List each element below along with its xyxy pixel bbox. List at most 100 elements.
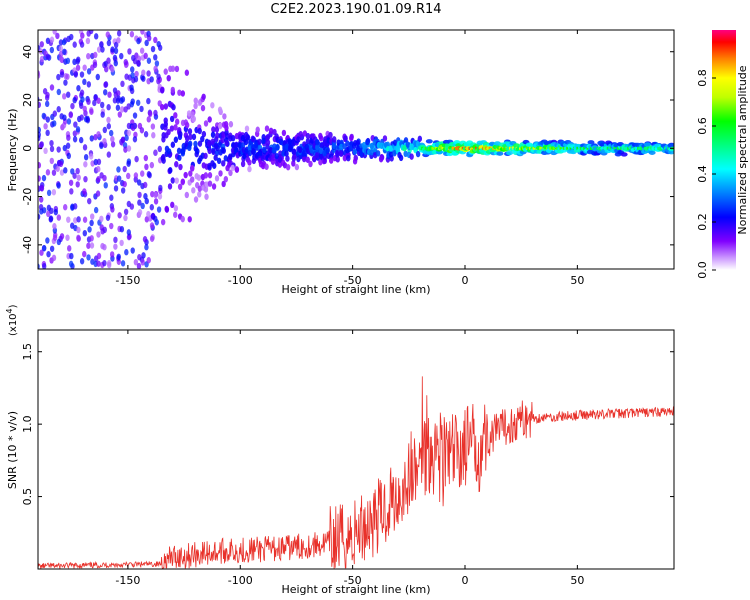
spectrogram-cell (139, 127, 145, 134)
spectrogram-cell (56, 146, 61, 153)
spectrogram-cell (52, 120, 57, 127)
spectrogram-cell (275, 144, 280, 151)
spectrogram-cell (144, 244, 149, 251)
spectrogram-cell (38, 131, 41, 138)
spectrogram-cell (184, 191, 190, 199)
spectrogram-cell (143, 193, 148, 200)
spectrogram-cell (186, 110, 192, 117)
spectrogram-cell (240, 134, 246, 142)
spectrogram-cell (392, 149, 397, 157)
spectrogram-cell (343, 135, 348, 142)
spectrogram-cell (405, 141, 411, 148)
spectrogram-cell (247, 149, 253, 157)
spectrogram-cell (49, 36, 55, 43)
spectrogram-cell (80, 32, 85, 39)
spectrogram-cell (234, 166, 240, 173)
spectrogram-cell (207, 180, 213, 187)
spectrogram-cell (260, 162, 266, 170)
spectrogram-cell (388, 151, 394, 158)
spectrogram-cell (184, 135, 190, 142)
spectrogram-cell (173, 205, 179, 212)
spectrogram-cell (82, 188, 87, 195)
spectrogram-cell (88, 153, 94, 160)
spectrogram-x-tick-label: -50 (344, 274, 362, 287)
spectrogram-cell (214, 149, 220, 157)
spectrogram-y-tick-label: 0 (21, 145, 34, 152)
spectrogram-cell (112, 97, 118, 104)
spectrogram-cell (441, 146, 445, 150)
spectrogram-cell (113, 41, 119, 49)
spectrogram-x-tick-label: 50 (570, 274, 584, 287)
spectrogram-cell (59, 55, 64, 63)
spectrogram-cell (268, 147, 274, 154)
spectrogram-cell (346, 154, 351, 162)
spectrogram-cell (153, 109, 158, 117)
spectrogram-cell (193, 97, 198, 104)
spectrogram-cell (95, 73, 100, 81)
spectrogram-cell (99, 215, 104, 223)
spectrogram-cell (398, 154, 404, 162)
spectrogram-cell (149, 161, 155, 169)
spectrogram-cell (92, 99, 97, 107)
spectrogram-cell (56, 106, 61, 113)
spectrogram-cell (112, 54, 118, 62)
spectrogram-cell (110, 206, 115, 213)
spectrogram-cell (66, 134, 71, 141)
spectrogram-cell (65, 73, 70, 80)
spectrogram-cell (626, 146, 630, 150)
spectrogram-cell (223, 121, 229, 128)
spectrogram-cell (70, 102, 75, 110)
spectrogram-cell (73, 217, 78, 224)
spectrogram-cell (48, 215, 54, 222)
spectrogram-cell (223, 155, 228, 162)
spectrogram-cell (99, 41, 104, 48)
spectrogram-cell (647, 146, 651, 150)
spectrogram-cell (79, 89, 85, 96)
spectrogram-cell (214, 175, 220, 182)
spectrogram-cell (109, 129, 114, 137)
spectrogram-cell (566, 146, 570, 150)
spectrogram-cell (90, 213, 95, 220)
spectrogram-cell (96, 165, 101, 173)
spectrogram-cell (345, 140, 350, 147)
spectrogram-cell (68, 179, 74, 186)
spectrogram-cell (134, 155, 139, 163)
spectrogram-cell (146, 210, 151, 218)
spectrogram-cell (66, 152, 71, 160)
spectrogram-cell (193, 196, 199, 203)
spectrogram-cell (113, 60, 118, 67)
spectrogram-cell (190, 111, 195, 118)
spectrogram-cell (126, 172, 131, 180)
spectrogram-cell (68, 260, 74, 268)
spectrogram-cell (644, 142, 652, 147)
spectrogram-cell (244, 125, 250, 132)
spectrogram-cell (122, 165, 127, 173)
spectrogram-cell (72, 172, 77, 179)
spectrogram-cell (318, 147, 324, 155)
spectrogram-cell (146, 116, 151, 123)
spectrogram-cell (146, 257, 151, 264)
spectrogram-cell (87, 197, 92, 205)
spectrogram-cell (86, 242, 91, 249)
spectrogram-cell (52, 110, 58, 117)
spectrogram-cell (257, 138, 262, 145)
spectrogram-cell (161, 157, 166, 164)
spectrogram-cell (106, 39, 112, 47)
spectrogram-cell (402, 144, 407, 152)
spectrogram-cell (116, 90, 121, 97)
spectrogram-cell (271, 154, 276, 161)
spectrogram-cell (251, 148, 256, 155)
spectrogram-cell (86, 68, 92, 75)
spectrogram-cell (93, 51, 98, 59)
spectrogram-cell (200, 135, 205, 143)
spectrogram-cell (180, 148, 186, 155)
spectrogram-cell (38, 162, 42, 169)
spectrogram-cell (348, 145, 354, 152)
spectrogram-cell (120, 80, 125, 88)
spectrogram-cell (105, 214, 111, 221)
spectrogram-cell (221, 160, 226, 167)
spectrogram-cell (188, 133, 193, 141)
spectrogram-cell (184, 69, 190, 76)
spectrogram-cell (191, 187, 196, 194)
spectrogram-cell (79, 102, 84, 109)
